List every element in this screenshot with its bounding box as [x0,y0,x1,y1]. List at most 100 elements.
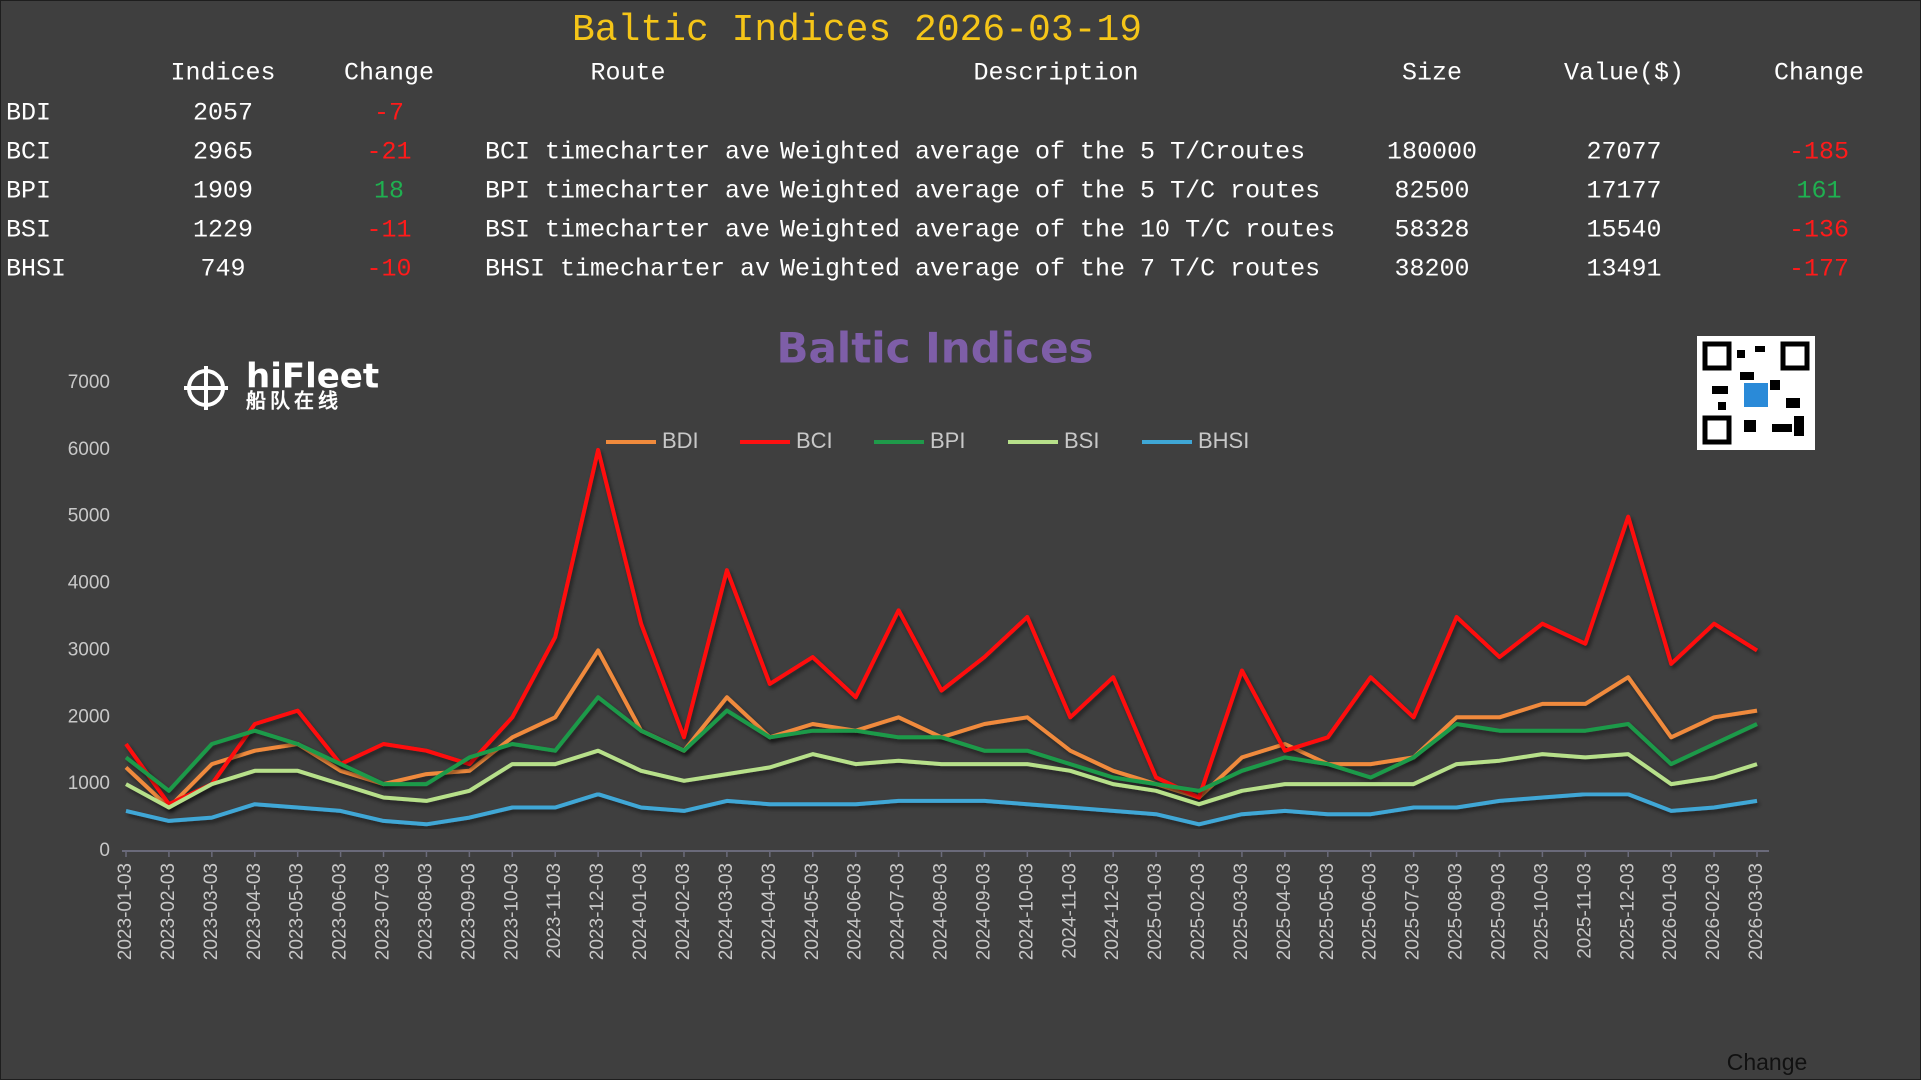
table-cell: -21 [366,138,411,167]
x-tick-label: 2024-12-03 [1102,863,1123,960]
x-tick-label: 2023-09-03 [458,863,479,960]
row-label: BSI [6,216,51,245]
table-cell: 15540 [1586,216,1661,245]
x-tick-label: 2024-05-03 [802,863,823,960]
x-tick-label: 2026-01-03 [1660,863,1681,960]
table-cell: -136 [1789,216,1849,245]
table-cell: 180000 [1387,138,1477,167]
x-tick-label: 2025-03-03 [1231,863,1252,960]
column-header: Change [344,59,434,88]
table-cell: 17177 [1586,177,1661,206]
x-tick-label: 2024-06-03 [845,863,866,960]
table-cell: Weighted average of the 5 T/C routes [780,177,1320,206]
y-tick-label: 5000 [68,506,110,527]
x-tick-label: 2026-03-03 [1746,863,1767,960]
y-tick-label: 7000 [68,372,110,393]
x-tick-label: 2025-12-03 [1617,863,1638,960]
chart-title: Baltic Indices [776,324,1093,373]
table-cell: -11 [366,216,411,245]
series-line [124,447,1759,807]
column-header: Size [1402,59,1462,88]
logo-name: hiFleet [246,357,379,397]
page-title: Baltic Indices 2026-03-19 [572,9,1142,52]
x-tick-label: 2025-06-03 [1360,863,1381,960]
legend-label: BSI [1064,428,1099,453]
x-tick-label: 2023-08-03 [415,863,436,960]
y-tick-label: 1000 [68,773,110,794]
row-label: BDI [6,99,51,128]
y-tick-label: 2000 [68,706,110,727]
x-tick-label: 2025-07-03 [1403,863,1424,960]
y-tick-label: 4000 [68,573,110,594]
x-tick-label: 2025-05-03 [1317,863,1338,960]
x-tick-label: 2025-04-03 [1274,863,1295,960]
legend-label: BHSI [1198,428,1249,453]
column-header: Route [590,59,665,88]
series-line [125,792,1758,827]
x-tick-label: 2025-01-03 [1145,863,1166,960]
x-tick-label: 2023-02-03 [158,863,179,960]
table-cell: BSI timecharter ave [485,216,770,245]
column-header: Change [1774,59,1864,88]
x-tick-label: 2025-11-03 [1574,863,1595,959]
x-tick-label: 2024-02-03 [673,863,694,960]
x-tick-label: 2025-02-03 [1188,863,1209,960]
x-tick-label: 2024-07-03 [888,863,909,960]
route-clip: BCI timecharter ave BPI timecharter ave BS… [485,138,770,284]
x-tick-label: 2024-10-03 [1016,863,1037,960]
row-label: BCI [6,138,51,167]
table-cell: -177 [1789,255,1849,284]
table-cell: 1229 [193,216,253,245]
x-tick-label: 2023-11-03 [544,863,565,959]
column-header: Value($) [1564,59,1684,88]
x-tick-label: 2023-01-03 [115,863,136,960]
column-header: Description [973,59,1138,88]
table-cell: 27077 [1586,138,1661,167]
qr-code [1697,336,1815,450]
y-tick-label: 6000 [68,439,110,460]
x-tick-label: 2023-05-03 [287,863,308,960]
logo: hiFleet 船队在线 [184,357,379,413]
x-tick-label: 2024-04-03 [759,863,780,960]
table-cell: 13491 [1586,255,1661,284]
series-line [125,748,1758,810]
table-cell: -10 [366,255,411,284]
table-cell: 38200 [1394,255,1469,284]
table-cell: BHSI timecharter av [485,255,770,284]
legend-label: BCI [796,428,833,453]
table-cell: 82500 [1394,177,1469,206]
table-cell: Weighted average of the 5 T/Croutes [780,138,1305,167]
row-label: BHSI [6,255,66,284]
x-tick-label: 2025-09-03 [1488,863,1509,960]
table-cell: 2965 [193,138,253,167]
series-line [124,695,1758,793]
table-cell: Weighted average of the 7 T/C routes [780,255,1320,284]
table-cell: 749 [200,255,245,284]
x-tick-label: 2023-12-03 [587,863,608,960]
x-tick-label: 2023-04-03 [244,863,265,960]
x-tick-label: 2024-01-03 [630,863,651,960]
y-tick-label: 0 [99,840,110,861]
x-tick-label: 2024-08-03 [931,863,952,960]
table-cell: 58328 [1394,216,1469,245]
column-header: Indices [170,59,275,88]
x-tick-label: 2024-11-03 [1059,863,1080,959]
x-tick-label: 2024-03-03 [716,863,737,960]
table-cell: 2057 [193,99,253,128]
table-cell: 1909 [193,177,253,206]
x-tick-label: 2025-10-03 [1531,863,1552,960]
x-tick-label: 2023-10-03 [501,863,522,960]
x-tick-label: 2024-09-03 [973,863,994,960]
table-cell: 18 [374,177,404,206]
table-cell: BPI timecharter ave [485,177,770,206]
logo-subtitle: 船队在线 [246,389,342,413]
x-tick-label: 2026-02-03 [1703,863,1724,960]
legend-label: BDI [662,428,699,453]
table-cell: -185 [1789,138,1849,167]
y-tick-label: 3000 [68,639,110,660]
table-cell: -7 [374,99,404,128]
table-cell: 161 [1796,177,1841,206]
legend-label: BPI [930,428,965,453]
x-tick-label: 2023-07-03 [373,863,394,960]
